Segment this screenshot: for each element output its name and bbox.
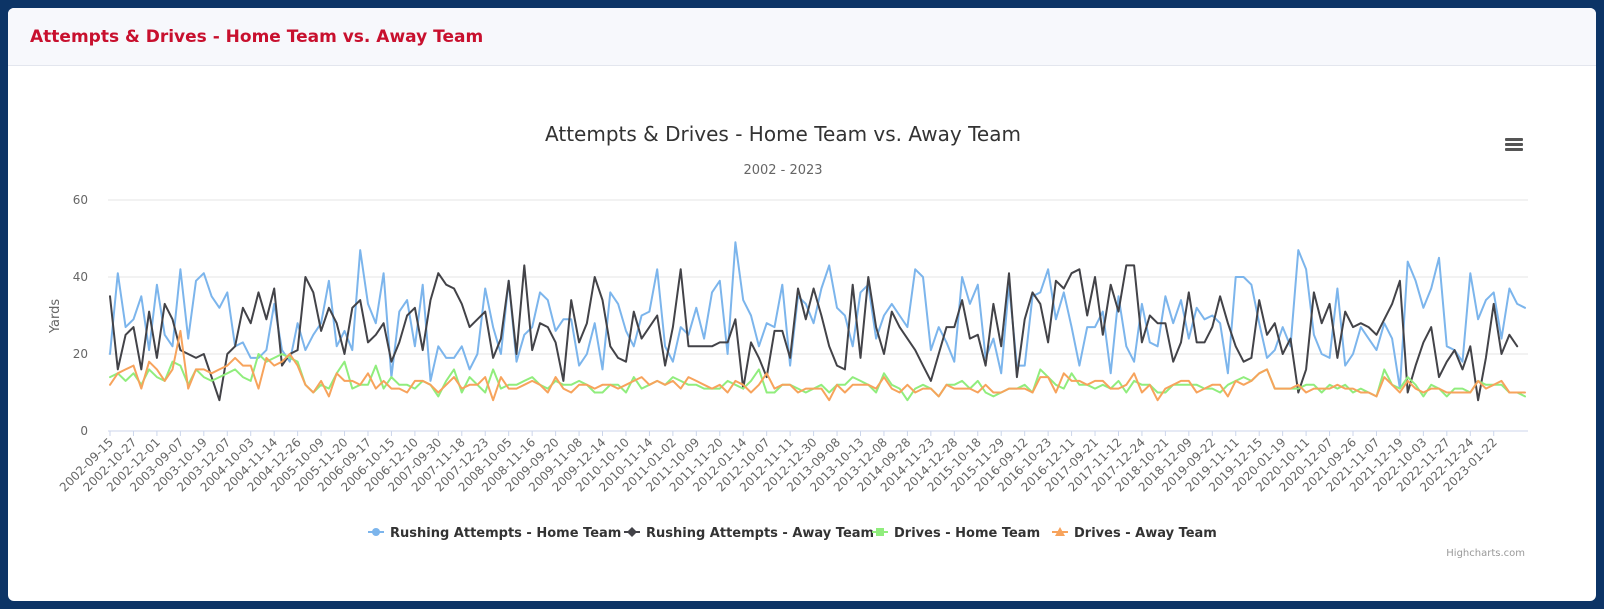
series-line-2[interactable] [109, 353, 1526, 402]
y-tick-label: 40 [73, 270, 88, 284]
chart-card: Attempts & Drives - Home Team vs. Away T… [8, 8, 1596, 601]
legend-item-2[interactable]: Drives - Home Team [872, 526, 1040, 541]
legend-symbol [627, 527, 637, 537]
y-tick-label: 20 [73, 347, 88, 361]
y-tick-label: 0 [80, 424, 88, 438]
legend-label: Rushing Attempts - Away Team [646, 526, 874, 541]
series-group [109, 241, 1526, 402]
y-axis-ticks: 0 20 40 60 [73, 193, 88, 438]
chart-title: Attempts & Drives - Home Team vs. Away T… [545, 122, 1021, 146]
legend-symbol [876, 528, 884, 536]
grid-lines [108, 199, 1528, 432]
series-line-3[interactable] [109, 329, 1526, 402]
chart-subtitle: 2002 - 2023 [743, 163, 822, 178]
chart-container: Attempts & Drives - Home Team vs. Away T… [8, 66, 1596, 601]
x-axis-ticks: 2002-09-152002-10-272002-12-012003-09-07… [57, 431, 1500, 494]
credits-text[interactable]: Highcharts.com [1446, 548, 1525, 559]
legend-symbol [1055, 527, 1065, 536]
series-line-1[interactable] [109, 264, 1519, 402]
legend: Rushing Attempts - Home Team Rushing Atte… [368, 526, 1217, 541]
legend-item-0[interactable]: Rushing Attempts - Home Team [368, 526, 621, 541]
card-title: Attempts & Drives - Home Team vs. Away T… [30, 26, 484, 47]
line-chart: Attempts & Drives - Home Team vs. Away T… [48, 122, 1528, 559]
legend-symbol [372, 528, 380, 536]
series-line-0[interactable] [109, 241, 1526, 390]
menu-icon[interactable] [1502, 131, 1526, 153]
legend-label: Drives - Home Team [894, 526, 1040, 541]
y-tick-label: 60 [73, 193, 88, 207]
legend-label: Drives - Away Team [1074, 526, 1217, 541]
y-axis-label: Yards [48, 299, 63, 334]
legend-item-1[interactable]: Rushing Attempts - Away Team [624, 526, 874, 541]
legend-label: Rushing Attempts - Home Team [390, 526, 621, 541]
legend-item-3[interactable]: Drives - Away Team [1052, 526, 1217, 541]
card-header: Attempts & Drives - Home Team vs. Away T… [8, 8, 1596, 66]
